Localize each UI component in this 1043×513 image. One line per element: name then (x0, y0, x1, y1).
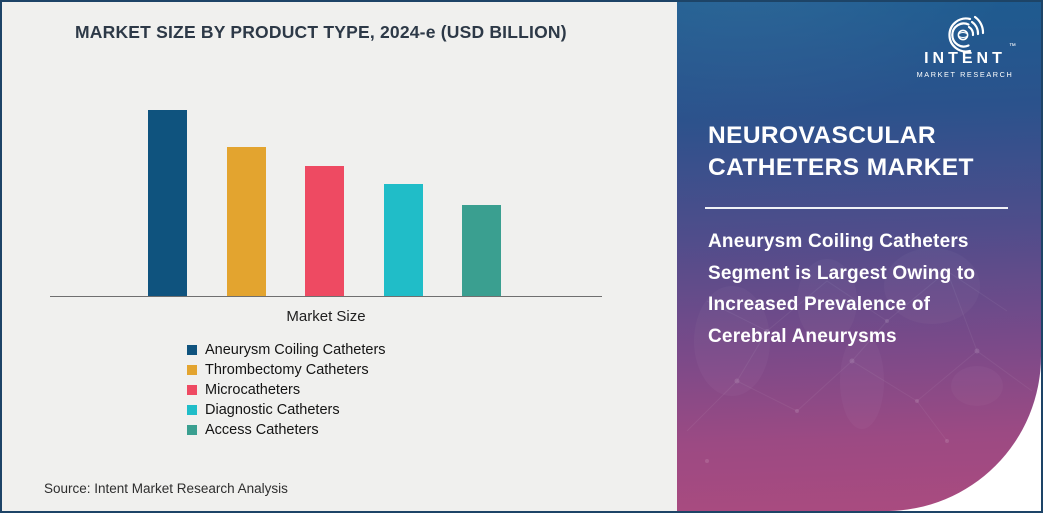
legend-swatch-icon (187, 385, 197, 395)
source-note: Source: Intent Market Research Analysis (44, 481, 288, 496)
legend-label: Thrombectomy Catheters (205, 362, 369, 378)
chart-title: MARKET SIZE BY PRODUCT TYPE, 2024-e (USD… (75, 22, 567, 42)
legend-item: Aneurysm Coiling Catheters (187, 340, 386, 360)
legend-label: Microcatheters (205, 382, 301, 398)
legend-swatch-icon (187, 365, 197, 375)
x-axis-line (50, 296, 602, 297)
bar-thrombectomy-catheters (227, 147, 266, 296)
panel-divider (705, 207, 1008, 209)
legend-swatch-icon (187, 345, 197, 355)
legend-swatch-icon (187, 425, 197, 435)
legend-item: Access Catheters (187, 420, 386, 440)
signal-arcs-icon (948, 15, 985, 53)
legend-label: Aneurysm Coiling Catheters (205, 342, 386, 358)
panel-description: Aneurysm Coiling Catheters Segment is La… (708, 231, 976, 347)
legend-label: Diagnostic Catheters (205, 402, 340, 418)
legend-label: Access Catheters (205, 422, 319, 438)
side-panel: INTENT ™ MARKET RESEARCH NEUROVASCULAR CA… (677, 2, 1041, 511)
legend-swatch-icon (187, 405, 197, 415)
logo-subtitle: MARKET RESEARCH (916, 70, 1014, 79)
chart-legend: Aneurysm Coiling Catheters Thrombectomy C… (187, 340, 386, 440)
x-axis-label: Market Size (286, 308, 366, 325)
legend-item: Microcatheters (187, 380, 386, 400)
panel-title: NEUROVASCULAR CATHETERS MARKET (708, 122, 974, 182)
legend-item: Diagnostic Catheters (187, 400, 386, 420)
chart-area: MARKET SIZE BY PRODUCT TYPE, 2024-e (USD… (2, 2, 677, 511)
legend-item: Thrombectomy Catheters (187, 360, 386, 380)
trademark-symbol: ™ (1008, 43, 1016, 50)
bar-aneurysm-coiling-catheters (148, 110, 187, 296)
bar-access-catheters (462, 205, 501, 296)
bar-microcatheters (305, 166, 344, 296)
intent-logo: INTENT ™ MARKET RESEARCH (905, 10, 1025, 79)
logo-wordmark: INTENT (924, 50, 1006, 67)
bar-diagnostic-catheters (384, 184, 423, 296)
